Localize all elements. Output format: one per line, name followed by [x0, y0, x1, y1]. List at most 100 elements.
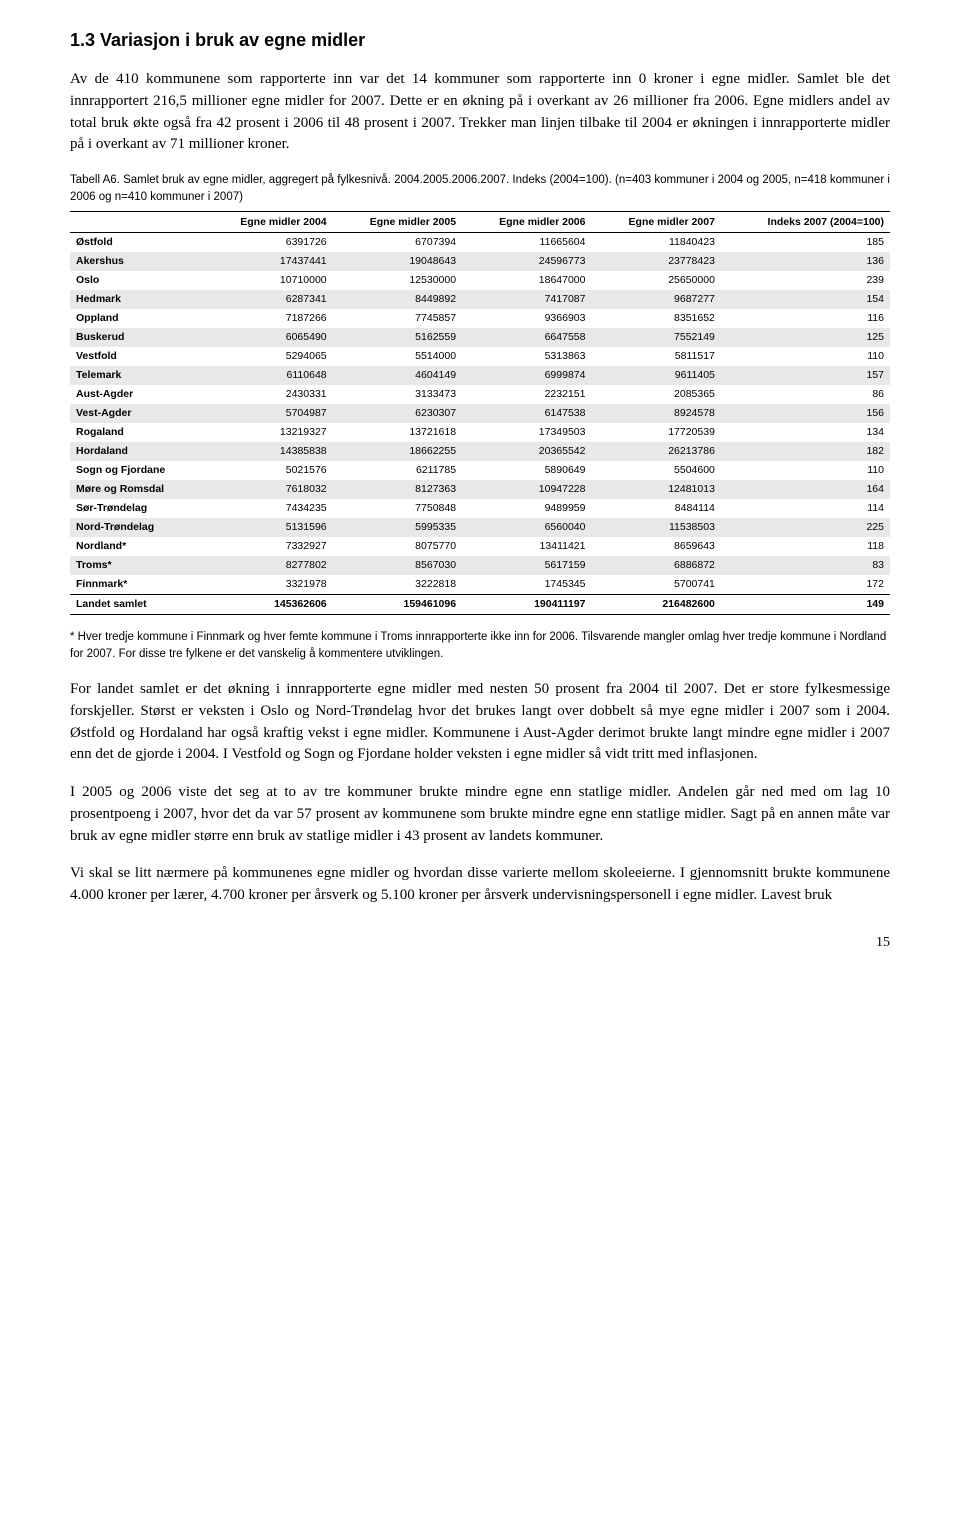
table-cell: 2430331: [203, 385, 332, 404]
table-cell: Buskerud: [70, 328, 203, 347]
paragraph-intro: Av de 410 kommunene som rapporterte inn …: [70, 69, 890, 156]
table-cell: 4604149: [333, 366, 462, 385]
table-row: Vestfold5294065551400053138635811517110: [70, 347, 890, 366]
table-cell: 5021576: [203, 461, 332, 480]
table-cell: 134: [721, 423, 890, 442]
table-cell: Oslo: [70, 271, 203, 290]
table-cell: 5890649: [462, 461, 591, 480]
table-cell: Nord-Trøndelag: [70, 518, 203, 537]
table-cell: 11538503: [591, 518, 720, 537]
table-header-row: Egne midler 2004 Egne midler 2005 Egne m…: [70, 211, 890, 232]
table-cell: 3321978: [203, 575, 332, 595]
table-cell: Aust-Agder: [70, 385, 203, 404]
page-number: 15: [70, 935, 890, 951]
table-cell: Oppland: [70, 309, 203, 328]
table-cell: Finnmark*: [70, 575, 203, 595]
table-row: Nordland*7332927807577013411421865964311…: [70, 537, 890, 556]
paragraph: For landet samlet er det økning i innrap…: [70, 679, 890, 766]
table-cell: 83: [721, 556, 890, 575]
table-cell: 25650000: [591, 271, 720, 290]
table-cell: 9489959: [462, 499, 591, 518]
table-cell: 13219327: [203, 423, 332, 442]
table-cell: 11665604: [462, 232, 591, 252]
table-row: Sør-Trøndelag743423577508489489959848411…: [70, 499, 890, 518]
table-cell: Akershus: [70, 252, 203, 271]
table-cell: 136: [721, 252, 890, 271]
table-cell: 114: [721, 499, 890, 518]
table-cell: 110: [721, 461, 890, 480]
table-cell: 26213786: [591, 442, 720, 461]
table-cell: 11840423: [591, 232, 720, 252]
table-cell: 8127363: [333, 480, 462, 499]
table-row: Hordaland1438583818662255203655422621378…: [70, 442, 890, 461]
table-cell: 156: [721, 404, 890, 423]
table-cell: 7618032: [203, 480, 332, 499]
col-header: Egne midler 2007: [591, 211, 720, 232]
table-cell: 185: [721, 232, 890, 252]
table-cell: Sør-Trøndelag: [70, 499, 203, 518]
table-row: Akershus17437441190486432459677323778423…: [70, 252, 890, 271]
table-cell: 8075770: [333, 537, 462, 556]
table-cell: 157: [721, 366, 890, 385]
table-cell: 145362606: [203, 594, 332, 614]
table-cell: 182: [721, 442, 890, 461]
table-cell: Østfold: [70, 232, 203, 252]
table-cell: 118: [721, 537, 890, 556]
table-cell: 5504600: [591, 461, 720, 480]
table-cell: 3133473: [333, 385, 462, 404]
table-row: Nord-Trøndelag51315965995335656004011538…: [70, 518, 890, 537]
paragraph: I 2005 og 2006 viste det seg at to av tr…: [70, 782, 890, 847]
table-cell: 164: [721, 480, 890, 499]
table-cell: 8659643: [591, 537, 720, 556]
table-cell: 5995335: [333, 518, 462, 537]
table-cell: Landet samlet: [70, 594, 203, 614]
table-cell: 17720539: [591, 423, 720, 442]
table-row: Oppland7187266774585793669038351652116: [70, 309, 890, 328]
table-cell: 7417087: [462, 290, 591, 309]
table-cell: 9366903: [462, 309, 591, 328]
table-cell: 18647000: [462, 271, 591, 290]
table-cell: 190411197: [462, 594, 591, 614]
col-header: [70, 211, 203, 232]
table-cell: 12530000: [333, 271, 462, 290]
table-cell: 149: [721, 594, 890, 614]
table-cell: Troms*: [70, 556, 203, 575]
table-cell: 17437441: [203, 252, 332, 271]
col-header: Indeks 2007 (2004=100): [721, 211, 890, 232]
table-cell: 20365542: [462, 442, 591, 461]
table-cell: 6886872: [591, 556, 720, 575]
col-header: Egne midler 2006: [462, 211, 591, 232]
table-cell: 13721618: [333, 423, 462, 442]
table-row: Buskerud6065490516255966475587552149125: [70, 328, 890, 347]
section-heading: 1.3 Variasjon i bruk av egne midler: [70, 30, 890, 51]
table-row: Telemark6110648460414969998749611405157: [70, 366, 890, 385]
table-totals-row: Landet samlet145362606159461096190411197…: [70, 594, 890, 614]
table-cell: 8351652: [591, 309, 720, 328]
table-cell: 9611405: [591, 366, 720, 385]
table-cell: 14385838: [203, 442, 332, 461]
table-cell: 6230307: [333, 404, 462, 423]
table-cell: 12481013: [591, 480, 720, 499]
table-cell: 9687277: [591, 290, 720, 309]
data-table: Egne midler 2004 Egne midler 2005 Egne m…: [70, 211, 890, 615]
table-cell: 5700741: [591, 575, 720, 595]
table-cell: 5131596: [203, 518, 332, 537]
table-caption: Tabell A6. Samlet bruk av egne midler, a…: [70, 172, 890, 207]
table-cell: 8449892: [333, 290, 462, 309]
table-cell: 6110648: [203, 366, 332, 385]
table-cell: 7434235: [203, 499, 332, 518]
table-cell: 6647558: [462, 328, 591, 347]
table-row: Østfold639172667073941166560411840423185: [70, 232, 890, 252]
table-cell: 110: [721, 347, 890, 366]
table-cell: 5704987: [203, 404, 332, 423]
table-cell: 24596773: [462, 252, 591, 271]
table-cell: 7750848: [333, 499, 462, 518]
table-cell: 8484114: [591, 499, 720, 518]
table-cell: 5162559: [333, 328, 462, 347]
table-row: Rogaland13219327137216181734950317720539…: [70, 423, 890, 442]
table-cell: 10947228: [462, 480, 591, 499]
table-cell: 18662255: [333, 442, 462, 461]
table-cell: 7187266: [203, 309, 332, 328]
table-cell: 6560040: [462, 518, 591, 537]
table-cell: Sogn og Fjordane: [70, 461, 203, 480]
